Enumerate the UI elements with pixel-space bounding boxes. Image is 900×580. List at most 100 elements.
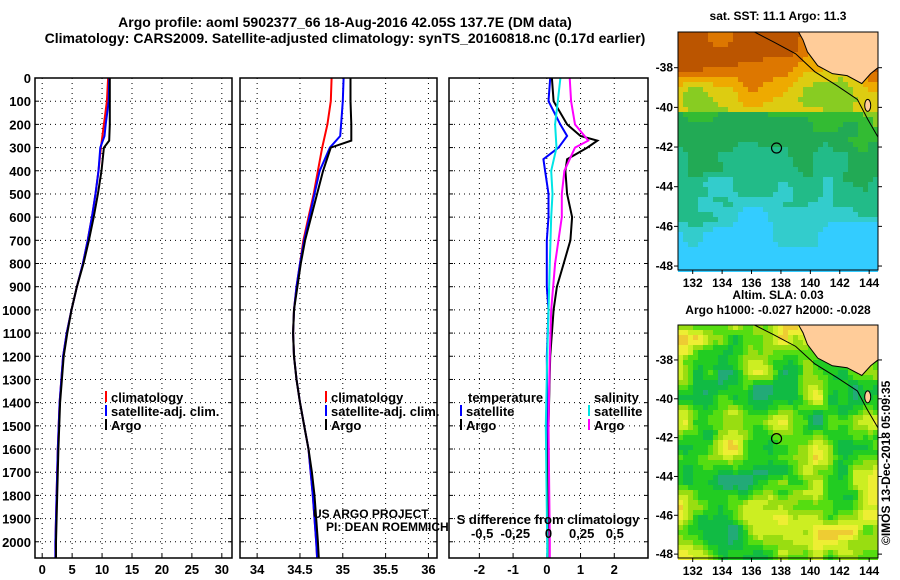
map-cell — [763, 495, 768, 500]
map-cell — [713, 237, 718, 242]
map-cell — [793, 405, 798, 410]
map-cell — [783, 257, 788, 262]
map-cell — [823, 470, 828, 475]
map-cell — [703, 470, 708, 475]
map-cell — [843, 237, 848, 242]
map-cell — [778, 167, 783, 172]
map-cell — [723, 107, 728, 112]
map-cell — [823, 480, 828, 485]
map-cell — [823, 112, 828, 117]
map-cell — [818, 500, 823, 505]
map-cell — [683, 182, 688, 187]
map-cell — [798, 82, 803, 87]
map-cell — [768, 390, 773, 395]
map-cell — [753, 390, 758, 395]
map-cell — [698, 445, 703, 450]
map-cell — [818, 157, 823, 162]
map-cell — [838, 505, 843, 510]
map-cell — [798, 232, 803, 237]
map-cell — [808, 380, 813, 385]
map-cell — [743, 385, 748, 390]
map-cell — [693, 32, 698, 37]
map-cell — [798, 57, 803, 62]
map-cell — [778, 415, 783, 420]
map-cell — [873, 197, 878, 202]
map-cell — [733, 540, 738, 545]
map-cell — [708, 345, 713, 350]
map-cell — [793, 117, 798, 122]
map-cell — [718, 102, 723, 107]
map-cell — [753, 212, 758, 217]
map-cell — [843, 480, 848, 485]
map-cell — [823, 137, 828, 142]
map-cell — [748, 510, 753, 515]
map-cell — [763, 132, 768, 137]
map-cell — [838, 82, 843, 87]
map-cell — [758, 182, 763, 187]
map-cell — [798, 122, 803, 127]
map-cell — [693, 132, 698, 137]
map-cell — [773, 117, 778, 122]
map-cell — [783, 545, 788, 550]
map-cell — [693, 465, 698, 470]
map-cell — [843, 252, 848, 257]
map-cell — [693, 485, 698, 490]
map-cell — [873, 480, 878, 485]
map-cell — [798, 480, 803, 485]
map-cell — [863, 82, 868, 87]
map-cell — [803, 405, 808, 410]
map-cell — [833, 490, 838, 495]
map-cell — [698, 360, 703, 365]
map-cell — [813, 370, 818, 375]
map-cell — [678, 202, 683, 207]
map-cell — [798, 67, 803, 72]
map-cell — [858, 167, 863, 172]
map-cell — [818, 197, 823, 202]
map-cell — [678, 257, 683, 262]
map-cell — [738, 505, 743, 510]
map-cell — [798, 182, 803, 187]
map-cell — [738, 262, 743, 267]
map-cell — [793, 32, 798, 37]
map-cell — [773, 77, 778, 82]
map-cell — [828, 525, 833, 530]
map-cell — [713, 420, 718, 425]
map-cell — [778, 345, 783, 350]
map-cell — [863, 540, 868, 545]
map-cell — [778, 470, 783, 475]
map-cell — [863, 505, 868, 510]
map-cell — [808, 127, 813, 132]
map-cell — [753, 325, 758, 330]
map-cell — [793, 430, 798, 435]
map-cell — [703, 97, 708, 102]
map-cell — [768, 247, 773, 252]
map-cell — [793, 340, 798, 345]
map-cell — [738, 470, 743, 475]
map-cell — [833, 535, 838, 540]
map-cell — [728, 400, 733, 405]
map-cell — [688, 62, 693, 67]
map-cell — [748, 212, 753, 217]
map-cell — [868, 550, 873, 555]
map-cell — [773, 112, 778, 117]
map-cell — [688, 107, 693, 112]
map-cell — [728, 355, 733, 360]
map-cell — [768, 207, 773, 212]
lat-tick-label: -42 — [656, 140, 674, 154]
legend-label: Argo — [331, 418, 361, 433]
map-cell — [723, 410, 728, 415]
map-cell — [743, 92, 748, 97]
map-cell — [728, 525, 733, 530]
map-cell — [823, 212, 828, 217]
map-cell — [678, 82, 683, 87]
map-cell — [813, 360, 818, 365]
map-cell — [823, 490, 828, 495]
map-cell — [693, 122, 698, 127]
map-cell — [738, 77, 743, 82]
map-cell — [758, 410, 763, 415]
map-cell — [758, 355, 763, 360]
map-cell — [733, 430, 738, 435]
map-cell — [688, 167, 693, 172]
map-cell — [693, 197, 698, 202]
